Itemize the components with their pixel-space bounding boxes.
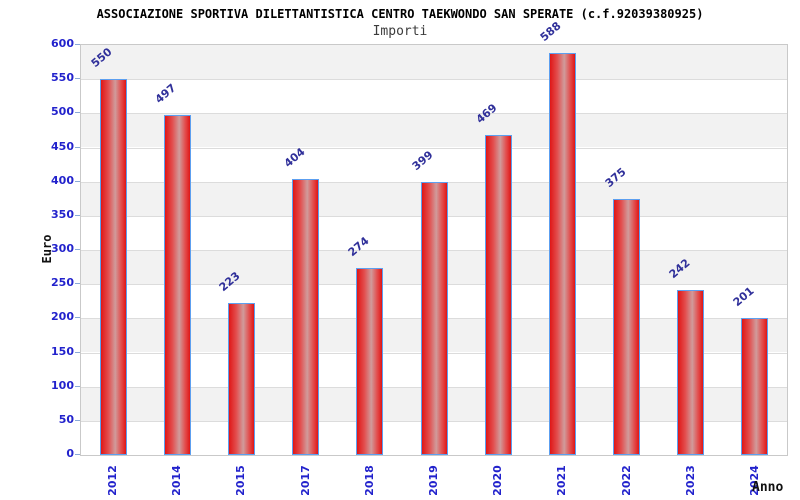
y-tick-mark <box>75 112 80 114</box>
gridline <box>81 148 787 149</box>
x-tick-label: 2022 <box>617 460 635 500</box>
y-tick-label: 550 <box>51 71 74 85</box>
chart-title: ASSOCIAZIONE SPORTIVA DILETTANTISTICA CE… <box>96 7 704 21</box>
x-tick-label: 2012 <box>103 460 121 500</box>
x-tick-text: 2020 <box>490 464 504 496</box>
y-tick-label: 250 <box>51 276 74 290</box>
y-tick-mark <box>75 419 80 421</box>
y-tick-label: 50 <box>58 412 74 426</box>
bar-2022 <box>613 199 640 455</box>
y-tick-mark <box>75 78 80 80</box>
x-tick-label: 2021 <box>552 460 570 500</box>
bar-value-label: 588 <box>537 19 564 44</box>
gridline <box>81 113 787 114</box>
x-tick-text: 2018 <box>362 464 376 496</box>
plot-area: 550 497 223 404 274 399 469 588 375 242 201 <box>80 19 788 456</box>
bar-2019 <box>421 182 448 455</box>
x-tick-label: 2015 <box>231 460 249 500</box>
bar-2014 <box>164 115 191 455</box>
grid-band <box>81 113 787 148</box>
x-axis-title: Anno <box>752 480 784 495</box>
y-tick-label: 600 <box>51 37 74 50</box>
grid-band <box>81 45 787 80</box>
x-tick-text: 2021 <box>554 464 568 496</box>
y-tick-label: 450 <box>51 139 74 153</box>
x-tick-text: 2023 <box>683 464 697 496</box>
bar-2017 <box>292 179 319 455</box>
chart-subtitle: Importi <box>372 24 428 39</box>
y-tick-label: 200 <box>51 310 74 324</box>
y-tick-label: 350 <box>51 207 74 221</box>
x-tick-text: 2022 <box>619 464 633 496</box>
y-tick-mark <box>75 454 80 455</box>
x-tick-label: 2014 <box>167 460 185 500</box>
bar-2015 <box>228 303 255 455</box>
x-tick-text: 2019 <box>426 464 440 496</box>
bar-2024 <box>741 318 768 455</box>
x-tick-label: 2019 <box>424 460 442 500</box>
y-tick-mark <box>75 44 80 45</box>
x-tick-text: 2014 <box>169 464 183 496</box>
y-tick-label: 300 <box>51 242 74 255</box>
x-tick-text: 2015 <box>233 464 247 496</box>
x-tick-text: 2017 <box>298 464 312 496</box>
y-tick-mark <box>75 146 80 148</box>
y-tick-mark <box>75 249 80 250</box>
bar-2020 <box>485 135 512 455</box>
y-tick-mark <box>75 214 80 216</box>
y-tick-label: 500 <box>51 105 74 119</box>
x-tick-label: 2018 <box>360 460 378 500</box>
bar-2012 <box>100 79 127 455</box>
x-tick-text: 2012 <box>105 464 119 496</box>
gridline <box>81 79 787 80</box>
y-tick-label: 150 <box>51 344 74 358</box>
y-tick-label: 400 <box>51 173 74 187</box>
x-tick-label: 2023 <box>681 460 699 500</box>
y-tick-mark <box>75 385 80 387</box>
x-tick-label: 2020 <box>488 460 506 500</box>
x-tick-label: 2017 <box>296 460 314 500</box>
bar-2021 <box>549 53 576 455</box>
y-tick-label: 0 <box>66 447 74 460</box>
y-tick-label: 100 <box>51 378 74 392</box>
y-tick-mark <box>75 351 80 353</box>
y-tick-mark <box>75 180 80 182</box>
y-tick-mark <box>75 283 80 285</box>
bar-2023 <box>677 290 704 455</box>
grid-band <box>81 79 787 113</box>
y-tick-mark <box>75 317 80 319</box>
bar-2018 <box>356 268 383 455</box>
